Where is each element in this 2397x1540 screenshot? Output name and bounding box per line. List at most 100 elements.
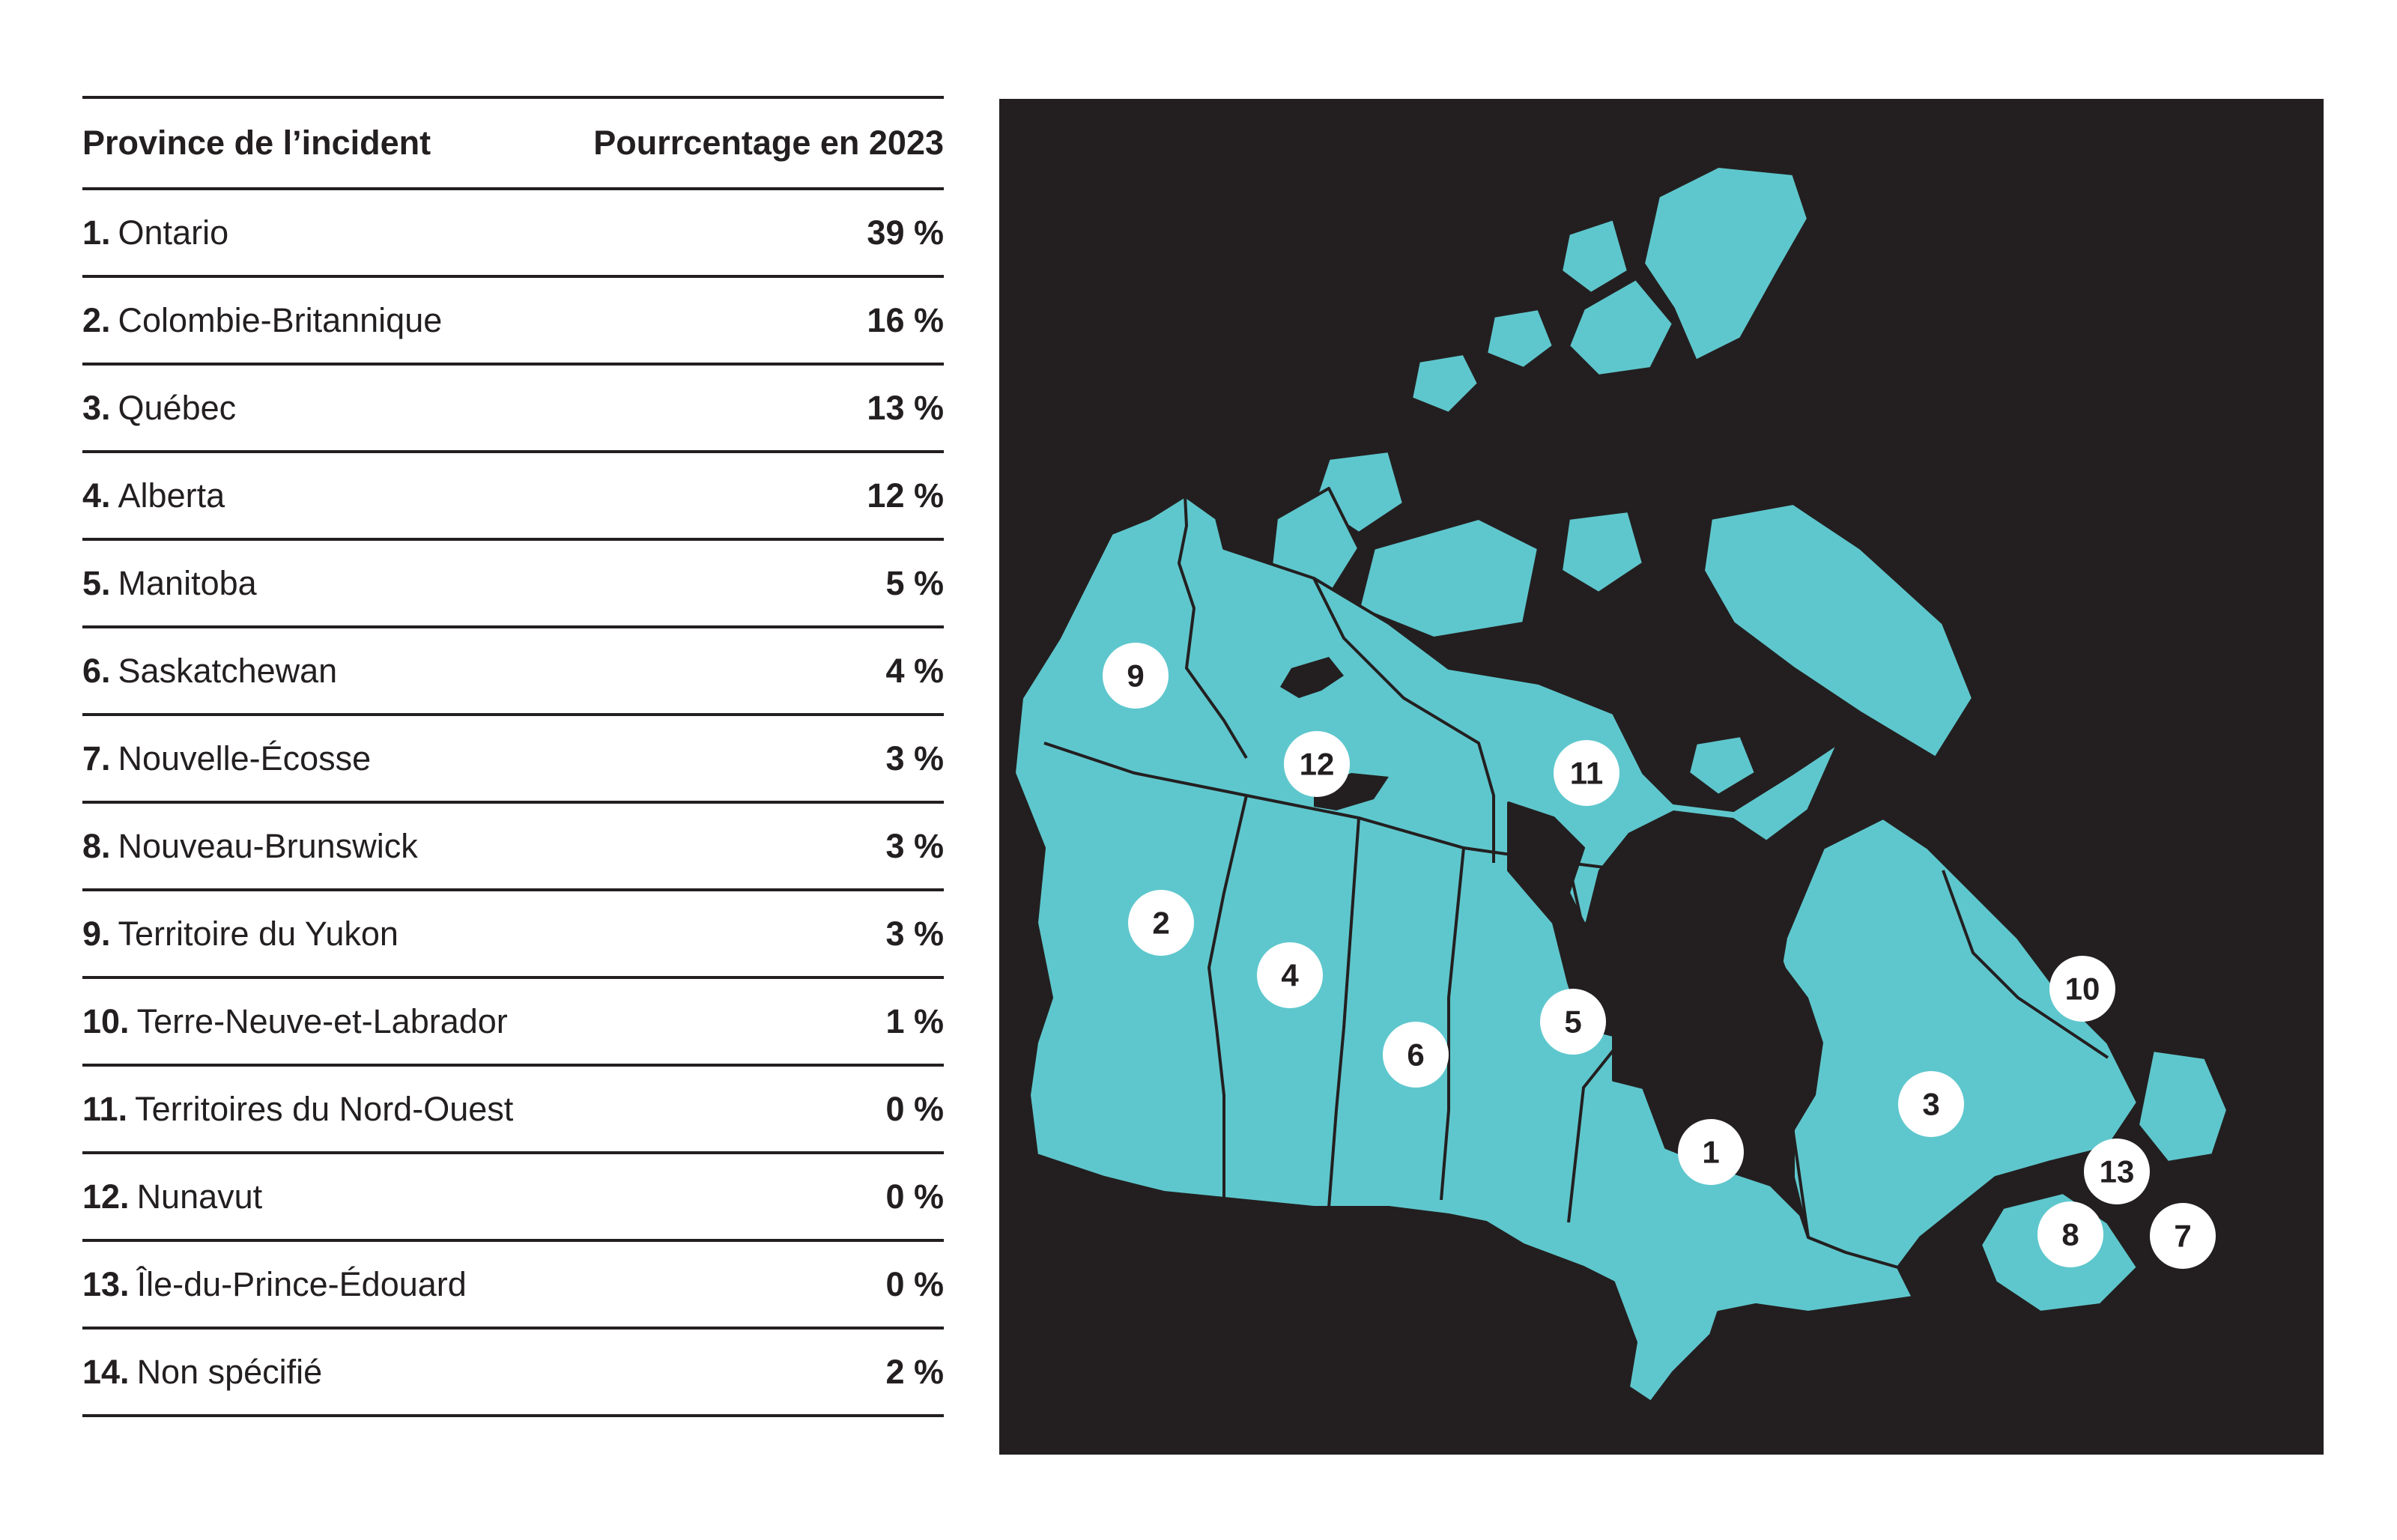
table-row: 1. Ontario 39 %	[82, 190, 944, 278]
row-province: Non spécifié	[136, 1352, 323, 1391]
svg-text:4: 4	[1281, 958, 1299, 993]
row-number: 2.	[82, 300, 111, 339]
row-province: Nouvelle-Écosse	[118, 739, 372, 777]
table-row: 6. Saskatchewan 4 %	[82, 628, 944, 716]
marker-3: 3	[1898, 1071, 1964, 1137]
svg-text:13: 13	[2100, 1154, 2135, 1189]
row-province: Terre-Neuve-et-Labrador	[136, 1001, 508, 1040]
row-province: Québec	[118, 388, 237, 427]
arctic-island-ellesmere	[1642, 165, 1810, 363]
row-province: Nouveau-Brunswick	[118, 826, 418, 865]
row-percentage: 5 %	[885, 563, 944, 602]
canada-map: 1 2 3 4 5 6 7 8 9 10 11 12 13	[1013, 165, 2229, 1404]
svg-text:3: 3	[1922, 1087, 1939, 1122]
svg-text:10: 10	[2065, 971, 2100, 1007]
row-number: 4.	[82, 476, 111, 515]
svg-text:6: 6	[1407, 1037, 1424, 1073]
row-percentage: 4 %	[885, 651, 944, 690]
marker-12: 12	[1284, 731, 1350, 797]
row-number: 10.	[82, 1001, 130, 1040]
svg-text:9: 9	[1127, 658, 1144, 694]
table-row: 12. Nunavut 0 %	[82, 1154, 944, 1242]
table-row: 3. Québec 13 %	[82, 366, 944, 453]
row-number: 5.	[82, 563, 111, 602]
row-number: 13.	[82, 1264, 130, 1303]
header-percentage: Pourrcentage en 2023	[593, 124, 944, 162]
marker-9: 9	[1103, 643, 1169, 709]
row-number: 11.	[82, 1089, 128, 1128]
row-number: 8.	[82, 826, 111, 865]
row-province: Alberta	[118, 476, 225, 515]
arctic-island-small-1	[1410, 352, 1480, 415]
table-row: 9. Territoire du Yukon 3 %	[82, 891, 944, 979]
row-province: Ontario	[118, 213, 229, 252]
row-number: 6.	[82, 651, 111, 690]
header-province: Province de l’incident	[82, 124, 431, 162]
newfoundland-island	[2136, 1049, 2229, 1164]
row-percentage: 0 %	[885, 1177, 944, 1216]
row-number: 9.	[82, 914, 111, 953]
row-province: Manitoba	[118, 563, 257, 602]
hudson-bay	[1584, 810, 1823, 1133]
svg-text:5: 5	[1564, 1004, 1581, 1040]
border-nwt-nunavut	[1312, 578, 1495, 863]
row-percentage: 39 %	[867, 213, 944, 252]
marker-6: 6	[1383, 1022, 1449, 1088]
row-number: 12.	[82, 1177, 130, 1216]
marker-2: 2	[1128, 890, 1194, 956]
arctic-island-axel	[1560, 217, 1630, 295]
arctic-island-southampton	[1687, 734, 1757, 797]
arctic-island-baffin	[1702, 502, 1975, 760]
table-row: 10. Terre-Neuve-et-Labrador 1 %	[82, 979, 944, 1067]
marker-7: 7	[2150, 1203, 2216, 1269]
border-yukon-nwt	[1177, 495, 1248, 760]
marker-13: 13	[2084, 1139, 2150, 1204]
marker-4: 4	[1257, 942, 1323, 1008]
arctic-island-somerset	[1560, 509, 1645, 595]
svg-text:11: 11	[1570, 756, 1603, 791]
marker-8: 8	[2037, 1201, 2103, 1267]
marker-11: 11	[1554, 740, 1619, 806]
marker-1: 1	[1678, 1119, 1744, 1185]
row-percentage: 3 %	[885, 914, 944, 953]
svg-text:12: 12	[1300, 747, 1335, 782]
row-percentage: 12 %	[867, 476, 944, 515]
row-percentage: 2 %	[885, 1352, 944, 1391]
table-row: 13. Île-du-Prince-Édouard 0 %	[82, 1242, 944, 1330]
row-province: Nunavut	[136, 1177, 263, 1216]
province-table: Province de l’incident Pourrcentage en 2…	[82, 96, 944, 1417]
table-header: Province de l’incident Pourrcentage en 2…	[82, 99, 944, 190]
table-row: 11. Territoires du Nord-Ouest 0 %	[82, 1067, 944, 1154]
border-quebec-labrador	[1942, 870, 2109, 1059]
row-province: Territoires du Nord-Ouest	[135, 1089, 514, 1128]
border-ontario-quebec	[1777, 960, 1810, 1238]
svg-text:1: 1	[1702, 1135, 1719, 1170]
marker-10: 10	[2049, 956, 2115, 1022]
row-percentage: 16 %	[867, 300, 944, 339]
table-row: 8. Nouveau-Brunswick 3 %	[82, 804, 944, 891]
row-province: Île-du-Prince-Édouard	[136, 1264, 467, 1303]
table-row: 2. Colombie-Britannique 16 %	[82, 278, 944, 366]
table-row: 4. Alberta 12 %	[82, 453, 944, 541]
row-province: Territoire du Yukon	[118, 914, 399, 953]
row-percentage: 13 %	[867, 388, 944, 427]
row-percentage: 3 %	[885, 739, 944, 777]
table-row: 7. Nouvelle-Écosse 3 %	[82, 716, 944, 804]
row-province: Colombie-Britannique	[118, 300, 443, 339]
marker-5: 5	[1540, 989, 1606, 1055]
row-number: 3.	[82, 388, 111, 427]
row-percentage: 0 %	[885, 1089, 944, 1128]
border-sask-manitoba	[1440, 847, 1465, 1201]
row-number: 1.	[82, 213, 111, 252]
svg-text:2: 2	[1152, 906, 1169, 941]
border-manitoba-ontario	[1567, 862, 1661, 1223]
arctic-island-devon	[1567, 277, 1675, 378]
table-row: 5. Manitoba 5 %	[82, 541, 944, 628]
row-percentage: 1 %	[885, 1001, 944, 1040]
row-number: 14.	[82, 1352, 130, 1391]
row-number: 7.	[82, 739, 111, 777]
row-percentage: 0 %	[885, 1264, 944, 1303]
svg-text:7: 7	[2174, 1219, 2191, 1254]
canada-map-panel: 1 2 3 4 5 6 7 8 9 10 11 12 13	[999, 99, 2324, 1455]
border-alberta-sask	[1327, 817, 1360, 1208]
